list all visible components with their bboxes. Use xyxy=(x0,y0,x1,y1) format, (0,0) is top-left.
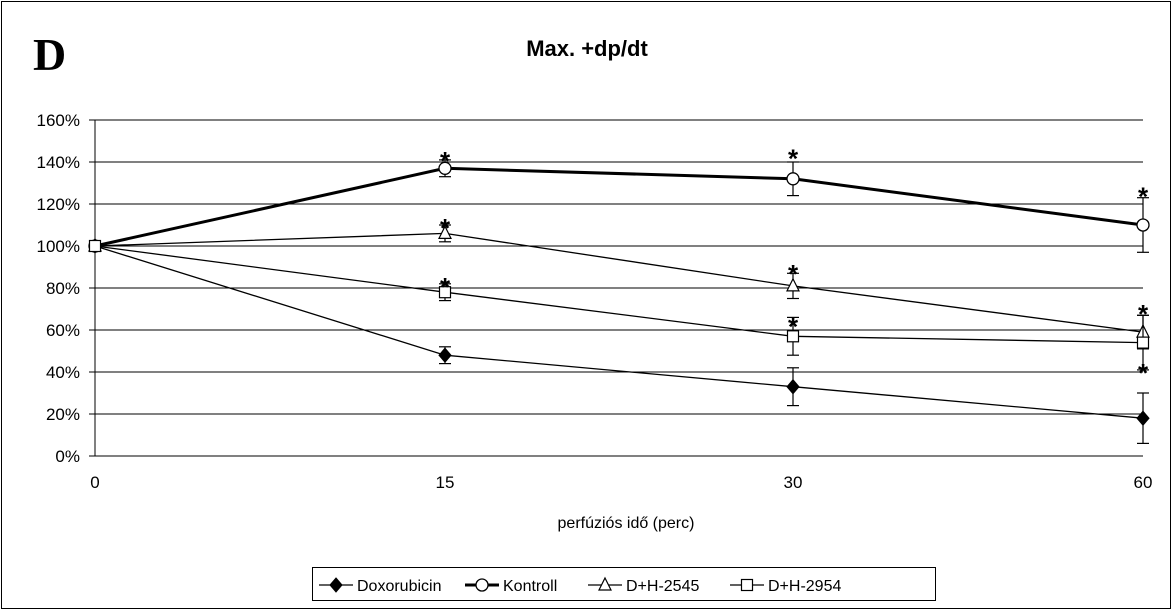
y-tick-label: 120% xyxy=(37,195,80,214)
x-tick-labels: 0 15 30 60 xyxy=(90,473,1152,492)
legend-item: D+H-2545 xyxy=(588,576,699,595)
y-tick-label: 40% xyxy=(46,363,80,382)
data-point xyxy=(438,347,452,363)
x-tick-label: 60 xyxy=(1134,473,1153,492)
series-line xyxy=(94,245,1144,419)
data-point xyxy=(786,330,800,343)
data-point xyxy=(438,225,452,239)
data-point xyxy=(475,578,489,592)
series-line xyxy=(94,166,1144,248)
data-point xyxy=(1136,336,1150,349)
x-tick-label: 0 xyxy=(90,473,99,492)
y-tick-label: 100% xyxy=(37,237,80,256)
y-tick-label: 140% xyxy=(37,153,80,172)
data-point xyxy=(786,172,800,186)
significance-star: * xyxy=(788,259,799,289)
data-point xyxy=(1136,410,1150,426)
data-point xyxy=(88,239,102,253)
data-point xyxy=(438,286,452,299)
series-line xyxy=(94,232,1144,333)
significance-star: * xyxy=(1138,358,1149,388)
significance-star: * xyxy=(440,272,451,302)
significance-star: * xyxy=(788,144,799,174)
legend-label: Kontroll xyxy=(503,578,557,595)
y-tick-label: 160% xyxy=(37,111,80,130)
y-tick-label: 0% xyxy=(55,447,80,466)
legend-label: D+H-2545 xyxy=(626,578,699,595)
series-kontroll xyxy=(88,159,1150,253)
x-axis-label: perfúziós idő (perc) xyxy=(558,515,695,532)
significance-markers: * * * * * * * * * xyxy=(440,144,1149,388)
data-point xyxy=(786,378,800,395)
legend-label: Doxorubicin xyxy=(357,578,441,595)
data-point xyxy=(740,578,754,592)
legend-item: D+H-2954 xyxy=(730,578,841,595)
significance-star: * xyxy=(1138,182,1149,212)
significance-star: * xyxy=(788,312,799,342)
legend-label: D+H-2954 xyxy=(768,578,841,595)
significance-star: * xyxy=(440,146,451,176)
legend-item: Doxorubicin xyxy=(319,577,441,595)
data-point xyxy=(786,277,800,292)
series-d-h-2954 xyxy=(88,239,1150,371)
gridlines xyxy=(95,119,1143,415)
legend: Doxorubicin Kontroll D+H-2545 D+H-2954 xyxy=(312,567,936,601)
axes xyxy=(89,119,1143,457)
x-tick-label: 30 xyxy=(784,473,803,492)
series-line xyxy=(94,245,1144,344)
y-tick-label: 80% xyxy=(46,279,80,298)
chart-title: Max. +dp/dt xyxy=(526,36,648,61)
x-tick-label: 15 xyxy=(436,473,455,492)
series-group xyxy=(88,159,1150,444)
y-tick-labels: 0% 20% 40% 60% 80% 100% 120% 140% 160% xyxy=(37,111,80,466)
y-tick-label: 20% xyxy=(46,405,80,424)
legend-item: Kontroll xyxy=(465,578,557,595)
data-point xyxy=(438,161,452,175)
data-point xyxy=(1136,218,1150,232)
panel-letter: D xyxy=(33,29,67,80)
significance-star: * xyxy=(1138,299,1149,329)
significance-star: * xyxy=(440,213,451,243)
series-doxorubicin xyxy=(88,238,1150,444)
data-point xyxy=(598,576,612,591)
data-point xyxy=(329,577,343,593)
y-tick-label: 60% xyxy=(46,321,80,340)
